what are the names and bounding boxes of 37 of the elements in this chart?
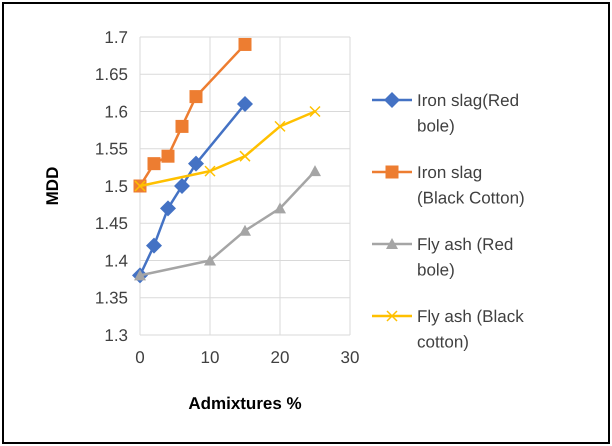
point xyxy=(309,106,321,118)
y-axis-title: MDD xyxy=(43,166,62,206)
y-tick-label: 1.6 xyxy=(104,102,128,122)
y-tick-label: 1.35 xyxy=(94,288,128,308)
y-tick-label: 1.65 xyxy=(94,65,128,84)
point xyxy=(204,165,216,177)
y-tick-label: 1.7 xyxy=(104,28,128,47)
point xyxy=(176,120,188,133)
point xyxy=(237,96,253,112)
y-tick-label: 1.3 xyxy=(104,326,128,345)
point xyxy=(190,90,202,104)
legend-label: Fly ash (Black cotton) xyxy=(417,306,524,352)
point xyxy=(174,178,190,194)
point xyxy=(238,38,252,51)
x-tick-label: 20 xyxy=(270,348,290,367)
x-tick-label: 30 xyxy=(340,348,360,367)
y-tick-label: 1.45 xyxy=(94,214,128,234)
y-tick-label: 1.5 xyxy=(104,176,128,196)
x-tick-label: 10 xyxy=(200,348,220,367)
point xyxy=(162,150,174,163)
point xyxy=(148,157,160,170)
point xyxy=(309,165,321,176)
point xyxy=(204,254,216,266)
x-axis-title: Admixtures % xyxy=(188,394,302,413)
point xyxy=(274,202,286,214)
point xyxy=(239,224,251,236)
legend-label: Fly ash (Red bole) xyxy=(417,234,514,280)
point xyxy=(239,150,251,162)
point xyxy=(146,238,162,254)
y-tick-label: 1.4 xyxy=(104,251,128,270)
y-tick-label: 1.55 xyxy=(94,140,128,159)
legend-label: Iron slag(Red bole) xyxy=(417,90,520,136)
point xyxy=(274,120,286,132)
x-tick-label: 0 xyxy=(135,348,145,367)
legend-label: Iron slag (Black Cotton) xyxy=(417,162,525,208)
point xyxy=(160,200,176,216)
point xyxy=(188,156,204,172)
